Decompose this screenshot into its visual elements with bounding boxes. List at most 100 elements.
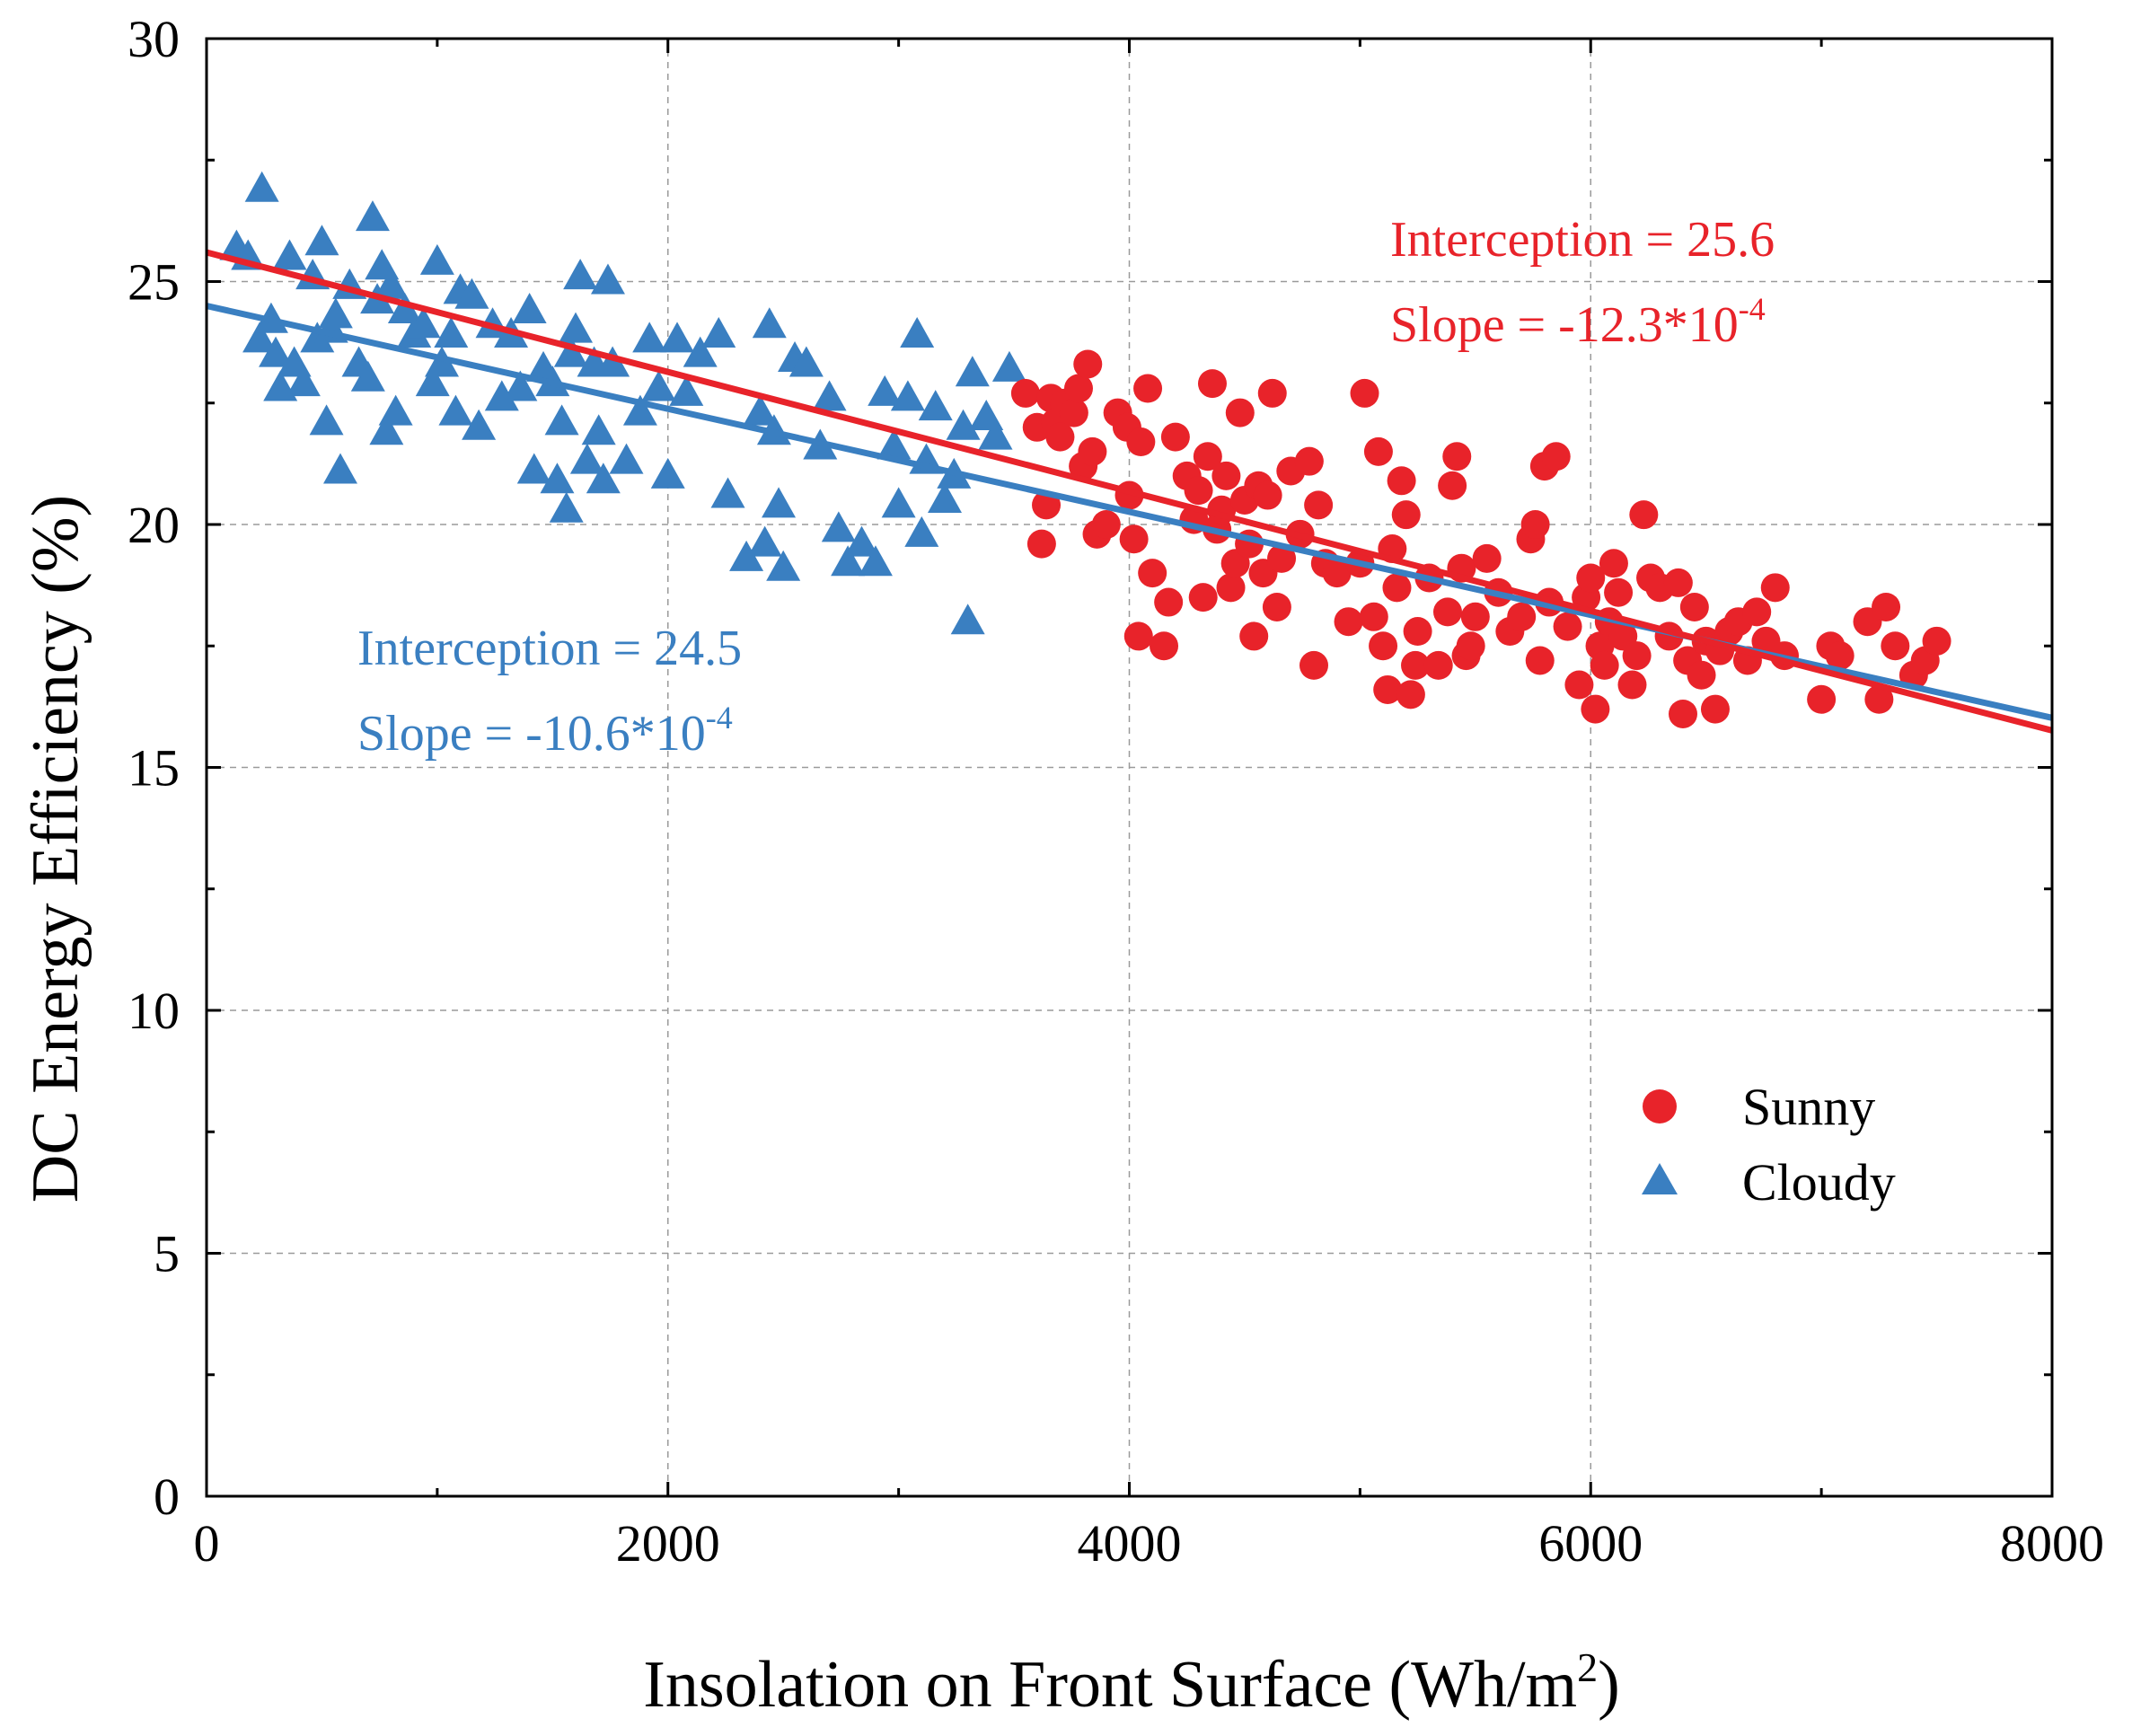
legend-cloudy-marker: [1642, 1163, 1678, 1194]
cloudy-point: [669, 375, 704, 406]
cloudy-point: [595, 346, 630, 377]
sunny-point: [1382, 573, 1412, 603]
y-tick-label: 25: [128, 253, 180, 312]
sunny-point: [1160, 422, 1190, 452]
cloudy-point: [516, 453, 551, 484]
sunny-point: [1581, 694, 1610, 724]
sunny-point: [1322, 559, 1352, 588]
y-tick-label: 15: [128, 739, 180, 798]
sunny-point: [1507, 602, 1537, 631]
sunny-point: [1010, 378, 1040, 408]
cloudy-point: [374, 268, 409, 299]
sunny-point: [1211, 461, 1241, 490]
sunny-point: [1742, 597, 1772, 627]
cloudy-point: [868, 375, 903, 406]
sunny-point: [1239, 621, 1269, 651]
cloudy-point: [540, 463, 575, 494]
cloudy-point: [844, 525, 879, 557]
cloudy-point: [890, 380, 925, 411]
cloudy-point: [434, 317, 469, 348]
sunny-point: [1257, 378, 1287, 408]
sunny-point: [1599, 549, 1628, 578]
cloudy-point: [955, 356, 990, 387]
cloudy-intercept-label: Interception = 24.5: [357, 621, 742, 676]
legend-cloudy-label: Cloudy: [1742, 1153, 1896, 1212]
cloudy-point: [304, 225, 339, 256]
sunny-point: [1334, 607, 1363, 637]
cloudy-point: [701, 317, 736, 348]
cloudy-point: [747, 525, 782, 557]
sunny-point: [1922, 626, 1951, 656]
y-tick-label: 20: [128, 496, 180, 554]
cloudy-point: [581, 414, 616, 445]
sunny-point: [1564, 670, 1594, 700]
sunny-point: [1133, 374, 1163, 403]
cloudy-point: [812, 380, 847, 411]
sunny-point: [1669, 699, 1697, 728]
legend-sunny-marker: [1643, 1089, 1677, 1124]
cloudy-point: [928, 481, 962, 513]
cloudy-point: [900, 317, 935, 348]
sunny-point: [1123, 621, 1153, 651]
cloudy-point: [549, 491, 584, 523]
x-tick-label: 4000: [1078, 1514, 1182, 1573]
sunny-fit-line: [206, 249, 2053, 734]
y-tick-label: 5: [154, 1225, 180, 1283]
sunny-point: [1193, 442, 1222, 471]
cloudy-slope-label: Slope = -10.6*10-4: [357, 700, 733, 762]
axis-ticks: [205, 37, 2054, 1498]
cloudy-point: [729, 540, 764, 571]
y-tick-label: 10: [128, 982, 180, 1040]
sunny-point: [1872, 592, 1901, 621]
x-tick-label: 2000: [616, 1514, 720, 1573]
sunny-point: [1663, 568, 1693, 597]
sunny-point: [1679, 592, 1709, 621]
sunny-point: [1553, 612, 1582, 641]
sunny-point: [1438, 471, 1467, 500]
sunny-point: [1590, 650, 1619, 680]
cloudy-point: [415, 366, 450, 397]
sunny-point: [1442, 442, 1472, 471]
cloudy-point: [766, 550, 801, 581]
sunny-point: [1576, 563, 1606, 593]
cloudy-point: [462, 409, 497, 440]
x-axis-label: Insolation on Front Surface (Wh/m2): [643, 1644, 1620, 1722]
sunny-point: [1304, 490, 1334, 520]
x-tick-label: 0: [194, 1514, 220, 1573]
cloudy-point: [762, 487, 797, 518]
cloudy-point: [286, 366, 321, 397]
cloudy-point: [553, 336, 588, 367]
sunny-point: [1525, 646, 1555, 675]
cloudy-point: [622, 394, 657, 426]
y-axis-label: DC Energy Efficiency (%): [19, 495, 93, 1203]
sunny-point: [1604, 577, 1634, 607]
sunny-point: [1396, 680, 1425, 709]
cloudy-point: [752, 307, 787, 339]
cloudy-point: [350, 360, 385, 392]
sunny-point: [1188, 583, 1218, 612]
cloudy-point: [369, 414, 404, 445]
sunny-point: [1629, 500, 1659, 530]
cloudy-point: [512, 292, 547, 323]
cloudy-point: [406, 307, 441, 339]
cloudy-point: [259, 336, 294, 367]
sunny-point: [1216, 573, 1246, 603]
cloudy-point: [419, 243, 454, 275]
cloudy-point: [272, 239, 307, 270]
sunny-point: [1359, 602, 1388, 631]
sunny-point: [1373, 674, 1403, 704]
cloudy-point: [569, 443, 604, 474]
sunny-point: [1622, 641, 1652, 671]
cloudy-point: [454, 278, 489, 309]
sunny-point: [1617, 670, 1647, 700]
sunny-point: [1807, 684, 1837, 714]
cloudy-point: [821, 511, 856, 542]
sunny-slope-label: Slope = -12.3*10-4: [1390, 291, 1766, 353]
sunny-point: [1387, 466, 1416, 496]
cloudy-point: [641, 370, 676, 401]
sunny-point: [1294, 446, 1324, 476]
x-tick-label: 6000: [1538, 1514, 1643, 1573]
fit-lines: [206, 249, 2053, 734]
sunny-point: [1063, 374, 1093, 403]
